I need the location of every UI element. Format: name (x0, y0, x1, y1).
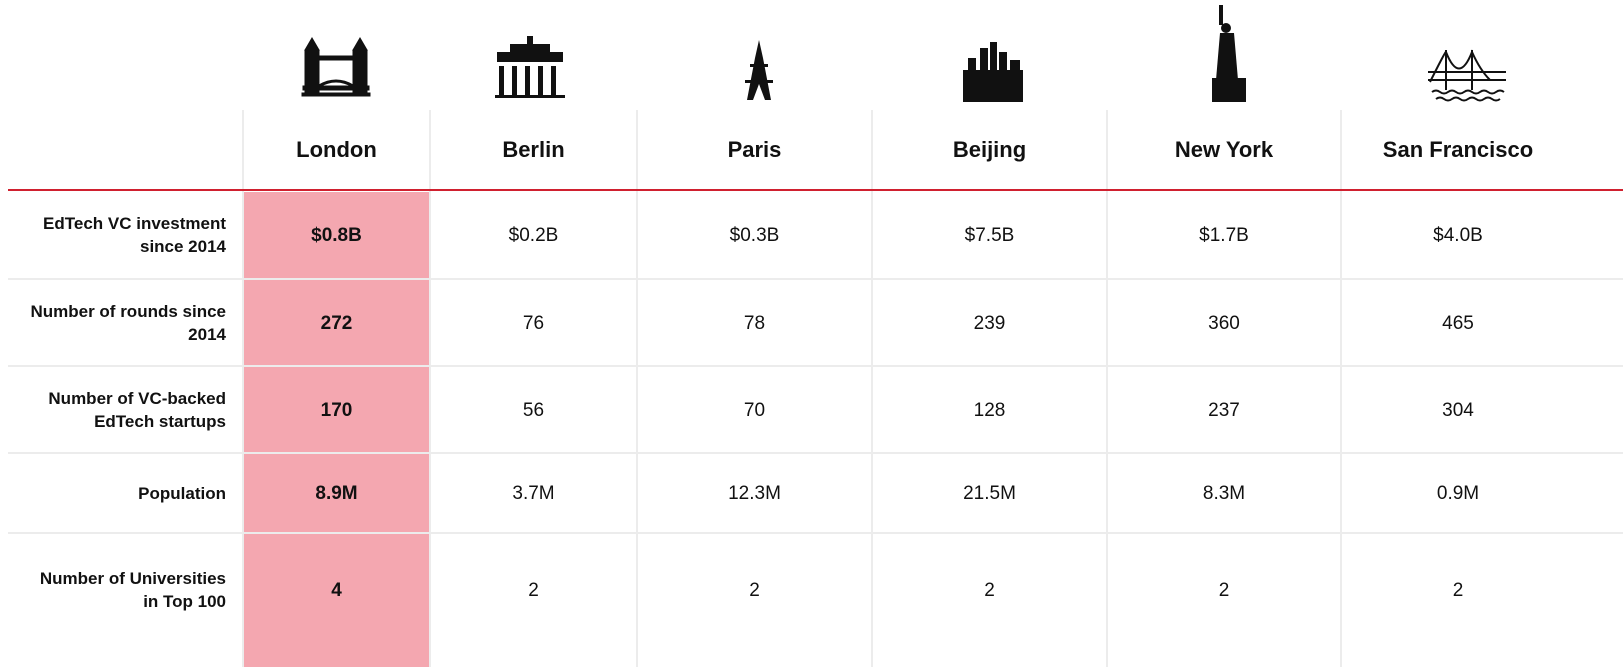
row-divider (8, 452, 1623, 454)
icon-beijing (963, 42, 1023, 102)
table-cell: 2 (528, 579, 539, 601)
header-rule (8, 189, 1623, 191)
column-header: Berlin (502, 137, 565, 162)
row-divider (8, 365, 1623, 367)
table-cell: 12.3M (728, 483, 781, 504)
table-cell: 360 (1208, 312, 1240, 334)
column-header: Paris (727, 137, 782, 162)
column-header: London (296, 137, 377, 162)
column-header: New York (1174, 137, 1274, 162)
table-cell: 272 (320, 312, 353, 334)
table-cell: 70 (743, 399, 766, 421)
row-divider (8, 278, 1623, 280)
icon-san-francisco (1428, 49, 1506, 102)
highlight-column (243, 192, 430, 667)
column-divider (1106, 110, 1108, 667)
row-label: Number of Universities in Top 100 (39, 568, 226, 611)
table-cell: 2 (1218, 579, 1230, 601)
column-divider (1340, 110, 1342, 667)
table-cell: 170 (320, 399, 353, 421)
icon-london (301, 37, 371, 97)
icon-paris (745, 40, 773, 100)
table-cell: 3.7M (512, 483, 555, 504)
table-cell: 21.5M (963, 483, 1016, 504)
table-cell: 2 (1452, 579, 1464, 601)
table-cell: 76 (522, 312, 545, 334)
column-divider (429, 110, 431, 667)
column-divider (242, 110, 244, 667)
table-cell: 4 (331, 579, 342, 601)
column-header: Beijing (952, 137, 1027, 162)
table-cell: $0.2B (508, 225, 559, 246)
column-header: San Francisco (1382, 137, 1534, 162)
row-divider (8, 532, 1623, 534)
table-cell: 2 (984, 579, 995, 601)
column-divider (871, 110, 873, 667)
table-cell: 8.3M (1202, 483, 1246, 504)
table-cell: 465 (1442, 312, 1474, 334)
row-label: EdTech VC investment since 2014 (43, 214, 226, 256)
icon-new-york (1212, 5, 1246, 102)
table-cell: $4.0B (1433, 225, 1483, 246)
table-cell: 56 (522, 399, 545, 421)
table-cell: $7.5B (964, 225, 1015, 246)
row-label: Number of VC-backed EdTech startups (48, 388, 226, 431)
row-label: Population (138, 483, 226, 503)
table-cell: 128 (973, 399, 1006, 421)
table-cell: 304 (1442, 399, 1474, 421)
table-cell: 239 (973, 312, 1006, 334)
row-label: Number of rounds since 2014 (30, 301, 226, 344)
table-cell: $0.3B (729, 225, 780, 246)
table-cell: 0.9M (1436, 483, 1480, 504)
table-cell: 2 (749, 579, 760, 601)
table-cell: 78 (743, 312, 766, 334)
city-icons (301, 5, 1506, 102)
icon-berlin (495, 36, 565, 98)
table-cell: $0.8B (311, 225, 362, 246)
table-cell: 237 (1208, 399, 1240, 421)
table-cell: $1.7B (1199, 225, 1249, 246)
column-divider (636, 110, 638, 667)
table-cell: 8.9M (315, 483, 358, 504)
